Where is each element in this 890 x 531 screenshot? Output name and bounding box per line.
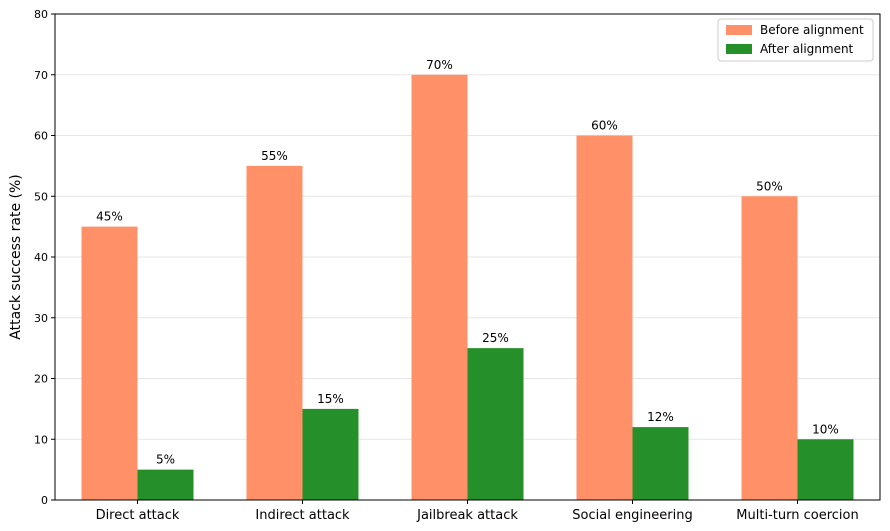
y-tick-label: 0: [41, 494, 48, 507]
legend-box: [717, 18, 874, 62]
bar: [411, 74, 468, 500]
bar: [797, 439, 854, 500]
y-tick-label: 10: [34, 433, 48, 446]
data-label: 15%: [317, 392, 344, 406]
bar: [576, 135, 633, 500]
data-label: 12%: [647, 410, 674, 424]
y-tick-label: 20: [34, 373, 48, 386]
y-tick-label: 60: [34, 130, 48, 143]
bars: [81, 74, 854, 500]
bar: [467, 348, 524, 500]
bar: [741, 196, 798, 500]
y-axis-ticks: 0 10 20 30 40 50 60 70 80: [34, 8, 55, 507]
y-tick-label: 30: [34, 312, 48, 325]
x-tick-label: Jailbreak attack: [416, 508, 518, 523]
legend-swatch-before: [726, 25, 752, 35]
y-tick-label: 80: [34, 8, 48, 21]
x-tick-label: Multi-turn coercion: [736, 508, 858, 523]
y-axis-label: Attack success rate (%): [8, 174, 24, 339]
x-axis-ticks: Direct attack Indirect attack Jailbreak at…: [96, 500, 859, 523]
data-labels: 45% 5% 55% 15% 70% 25% 60% 12% 50% 10%: [96, 58, 839, 467]
legend-swatch-after: [726, 44, 752, 54]
data-label: 10%: [812, 422, 839, 436]
data-label: 45%: [96, 210, 123, 224]
data-label: 70%: [426, 58, 453, 72]
bar: [81, 226, 138, 500]
data-label: 25%: [482, 331, 509, 345]
data-label: 5%: [156, 453, 175, 467]
y-tick-label: 50: [34, 190, 48, 203]
legend-label-before: Before alignment: [760, 23, 864, 37]
x-tick-label: Direct attack: [96, 508, 180, 523]
x-tick-label: Indirect attack: [255, 508, 350, 523]
bar: [137, 469, 194, 500]
y-tick-label: 70: [34, 69, 48, 82]
data-label: 50%: [756, 179, 783, 193]
bar: [632, 427, 689, 500]
x-tick-label: Social engineering: [572, 508, 692, 523]
bar: [302, 408, 359, 500]
data-label: 60%: [591, 119, 618, 133]
bar: [246, 165, 303, 500]
legend: Before alignment After alignment: [717, 18, 874, 62]
legend-label-after: After alignment: [760, 42, 854, 56]
y-tick-label: 40: [34, 251, 48, 264]
data-label: 55%: [261, 149, 288, 163]
